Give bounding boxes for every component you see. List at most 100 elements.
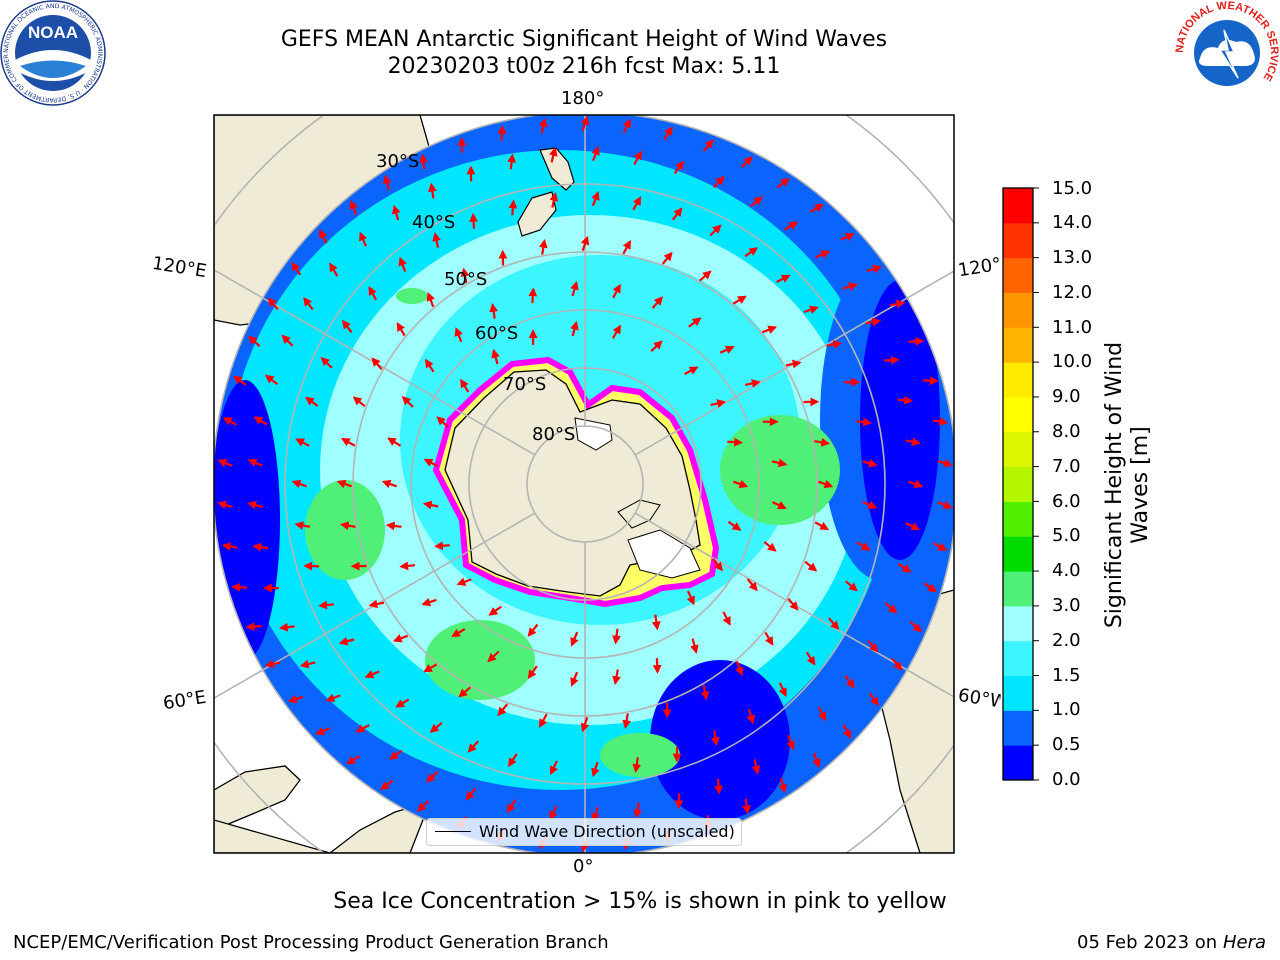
wave-direction-arrow xyxy=(932,417,949,426)
antarctic-peninsula xyxy=(617,499,661,529)
wave-direction-arrow xyxy=(776,274,791,283)
wave-direction-arrow xyxy=(804,560,818,572)
footer-host: Hera xyxy=(1222,932,1266,953)
latitude-label: 30°S xyxy=(376,151,420,172)
wave-direction-arrow xyxy=(663,126,673,141)
wave-direction-arrow xyxy=(722,611,731,626)
wave-direction-arrow xyxy=(632,196,642,211)
wave-direction-arrow xyxy=(436,416,449,428)
africa-tip-land xyxy=(214,819,331,853)
wave-direction-arrow xyxy=(761,325,778,334)
wave-direction-arrow xyxy=(622,239,632,255)
wave-direction-arrow xyxy=(909,620,922,633)
wave-direction-arrow xyxy=(865,317,882,327)
wave-direction-arrow xyxy=(735,660,744,677)
colorbar-swatch xyxy=(1003,640,1033,677)
wave-direction-arrow xyxy=(295,438,310,447)
colorbar-tick: 0.0 xyxy=(1052,769,1081,790)
map-legend: Wind Wave Direction (unscaled) xyxy=(426,818,742,846)
wave-direction-arrow xyxy=(508,753,518,767)
wave-direction-arrow xyxy=(611,324,622,339)
wave-direction-arrow xyxy=(419,153,428,170)
wave-direction-arrow xyxy=(299,659,316,669)
colorbar-tick: 1.0 xyxy=(1052,699,1081,720)
wave-direction-arrow xyxy=(805,651,816,666)
nws-logo: NATIONAL WEATHER SERVICE xyxy=(1174,0,1280,104)
wave-direction-arrow xyxy=(814,521,830,531)
wave-direction-arrow xyxy=(856,541,871,551)
wave-direction-arrow xyxy=(291,479,307,489)
wave-direction-arrow xyxy=(740,156,753,168)
wave-direction-arrow xyxy=(247,458,263,467)
wave-direction-arrow xyxy=(303,297,314,311)
colorbar-tick: 4.0 xyxy=(1052,560,1081,581)
wave-direction-arrow xyxy=(937,500,953,509)
wave-direction-arrow xyxy=(231,582,248,592)
legend-line-swatch xyxy=(435,831,471,832)
wave-direction-arrow xyxy=(381,479,397,489)
colorbar-tick: 2.0 xyxy=(1052,630,1081,651)
wave-direction-arrow xyxy=(549,146,558,163)
colorbar-tick: 9.0 xyxy=(1052,386,1081,407)
wave-direction-arrow xyxy=(591,145,600,162)
wave-direction-arrow xyxy=(451,628,466,638)
wave-direction-arrow xyxy=(908,337,925,346)
wave-direction-arrow xyxy=(862,458,878,468)
wave-direction-arrow xyxy=(497,124,507,141)
meridian-label-top: 180° xyxy=(561,88,605,109)
wave-direction-arrow xyxy=(349,200,358,216)
wave-direction-arrow xyxy=(908,479,924,489)
colorbar-swatch xyxy=(1003,536,1033,572)
wave-direction-arrow xyxy=(385,521,402,531)
wave-direction-arrow xyxy=(380,779,394,791)
wave-direction-arrow xyxy=(840,232,855,241)
latitude-label: 40°S xyxy=(412,212,456,233)
wave-direction-arrow xyxy=(674,793,684,810)
wave-direction-arrow xyxy=(488,605,502,616)
wave-direction-arrow xyxy=(828,617,840,631)
wave-direction-arrow xyxy=(318,229,328,244)
wave-direction-arrow xyxy=(538,713,548,729)
new-zealand xyxy=(517,147,575,237)
wave-direction-arrow xyxy=(364,670,380,679)
wave-direction-arrow xyxy=(399,561,416,571)
wave-direction-arrow xyxy=(338,636,355,646)
chart-title: GEFS MEAN Antarctic Significant Height o… xyxy=(280,27,888,52)
wave-direction-arrow xyxy=(368,599,385,609)
wave-direction-arrow xyxy=(248,335,261,348)
latitude-label: 50°S xyxy=(444,269,488,290)
wave-direction-arrow xyxy=(278,622,295,632)
footer-credit: NCEP/EMC/Verification Post Processing Pr… xyxy=(13,932,609,953)
wave-direction-arrow xyxy=(787,597,799,611)
colorbar-tick: 0.5 xyxy=(1052,734,1081,755)
wave-direction-arrow xyxy=(320,356,333,369)
wave-direction-arrow xyxy=(842,724,852,739)
wave-direction-arrow xyxy=(396,322,406,337)
wave-direction-arrow xyxy=(549,805,558,821)
map-frame xyxy=(213,114,955,854)
noaa-logo: NOAA NATIONAL OCEANIC AND ATMOSPHERIC AD… xyxy=(0,0,106,106)
wave-direction-arrow xyxy=(497,703,509,717)
wave-direction-arrow xyxy=(489,303,499,319)
wave-direction-arrow xyxy=(591,191,600,207)
wave-direction-arrow xyxy=(398,256,407,272)
wave-direction-arrow xyxy=(467,740,480,753)
africa-land xyxy=(214,765,301,831)
wave-direction-arrow xyxy=(401,395,414,408)
wave-direction-arrow xyxy=(712,175,725,189)
wave-direction-arrow xyxy=(456,577,472,586)
wave-direction-arrow xyxy=(751,759,761,775)
wave-direction-arrow xyxy=(342,319,353,333)
colorbar-tick: 13.0 xyxy=(1052,247,1093,268)
wave-direction-arrow xyxy=(671,207,683,221)
wave-direction-arrow xyxy=(809,203,824,213)
wave-direction-arrow xyxy=(884,602,898,614)
wave-direction-arrow xyxy=(764,631,774,646)
wave-direction-arrow xyxy=(772,501,787,510)
wave-direction-arrow xyxy=(281,334,294,347)
wave-direction-arrow xyxy=(661,251,673,265)
sea-ice-note: Sea Ice Concentration > 15% is shown in … xyxy=(333,889,947,914)
colorbar-tick: 8.0 xyxy=(1052,421,1081,442)
wave-direction-arrow xyxy=(651,614,661,631)
